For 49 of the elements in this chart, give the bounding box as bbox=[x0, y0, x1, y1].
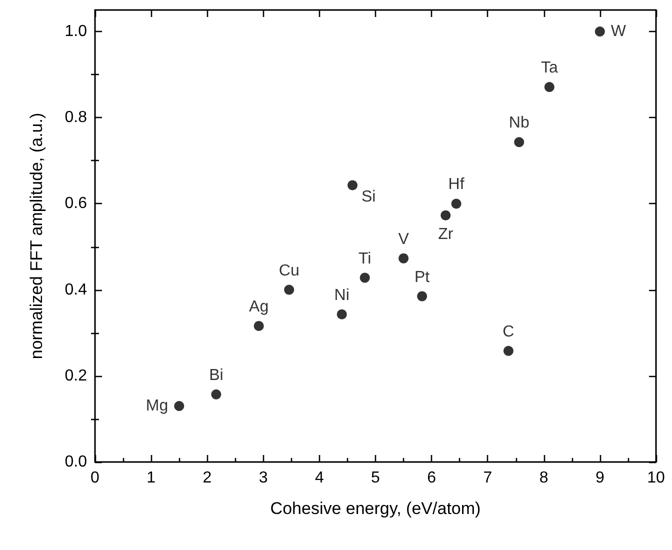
point bbox=[174, 401, 184, 412]
point bbox=[451, 198, 462, 209]
x-tick-label: 0 bbox=[90, 470, 100, 486]
point bbox=[211, 389, 222, 400]
y-tick-label: 0.2 bbox=[64, 367, 88, 384]
point bbox=[440, 210, 451, 220]
series-label: Ag bbox=[249, 298, 269, 316]
y-tick-label: 0.6 bbox=[64, 195, 88, 212]
series-label: C bbox=[502, 323, 514, 340]
series-label: Zr bbox=[438, 226, 454, 243]
y-tick-label: 0.0 bbox=[64, 454, 88, 470]
x-tick-label: 3 bbox=[258, 470, 268, 486]
series-label: Bi bbox=[209, 366, 224, 384]
x-tick-label: 6 bbox=[427, 470, 436, 486]
point bbox=[544, 82, 554, 92]
x-tick-label: 7 bbox=[483, 470, 492, 486]
y-tick-label: 0.8 bbox=[64, 109, 88, 126]
y-tick-label: 1.0 bbox=[64, 23, 88, 40]
x-tick-label: 8 bbox=[539, 470, 548, 486]
series-label: V bbox=[398, 230, 410, 248]
series-label: Si bbox=[362, 188, 376, 206]
point bbox=[360, 272, 370, 283]
x-tick-label: 5 bbox=[371, 470, 380, 486]
point bbox=[594, 26, 605, 37]
point bbox=[336, 309, 347, 320]
x-tick-label: 10 bbox=[647, 470, 665, 486]
series-label: Mg bbox=[146, 398, 168, 415]
point bbox=[254, 320, 264, 331]
series-label: Pt bbox=[414, 268, 430, 286]
series-label: Nb bbox=[508, 114, 530, 132]
x-tick-label: 2 bbox=[202, 470, 212, 486]
series-label: Hf bbox=[448, 176, 465, 194]
series-label: Ti bbox=[358, 250, 372, 268]
point bbox=[284, 284, 294, 295]
point bbox=[503, 346, 514, 356]
point bbox=[514, 137, 524, 148]
x-tick-label: 9 bbox=[595, 470, 604, 486]
point bbox=[398, 253, 409, 264]
series-label: Ni bbox=[334, 286, 350, 304]
x-tick-label: 1 bbox=[146, 470, 156, 486]
y-axis-title: normalized FFT amplitude, (a.u.) bbox=[27, 112, 46, 360]
point bbox=[348, 180, 358, 190]
x-axis-title: Cohesive energy, (eV/atom) bbox=[270, 499, 481, 518]
x-tick-label: 4 bbox=[314, 470, 324, 486]
series-label: Ta bbox=[540, 60, 558, 77]
series-label: Cu bbox=[278, 262, 300, 280]
legend-label: W bbox=[610, 23, 627, 40]
y-tick-label: 0.4 bbox=[64, 281, 88, 298]
point bbox=[417, 291, 428, 302]
